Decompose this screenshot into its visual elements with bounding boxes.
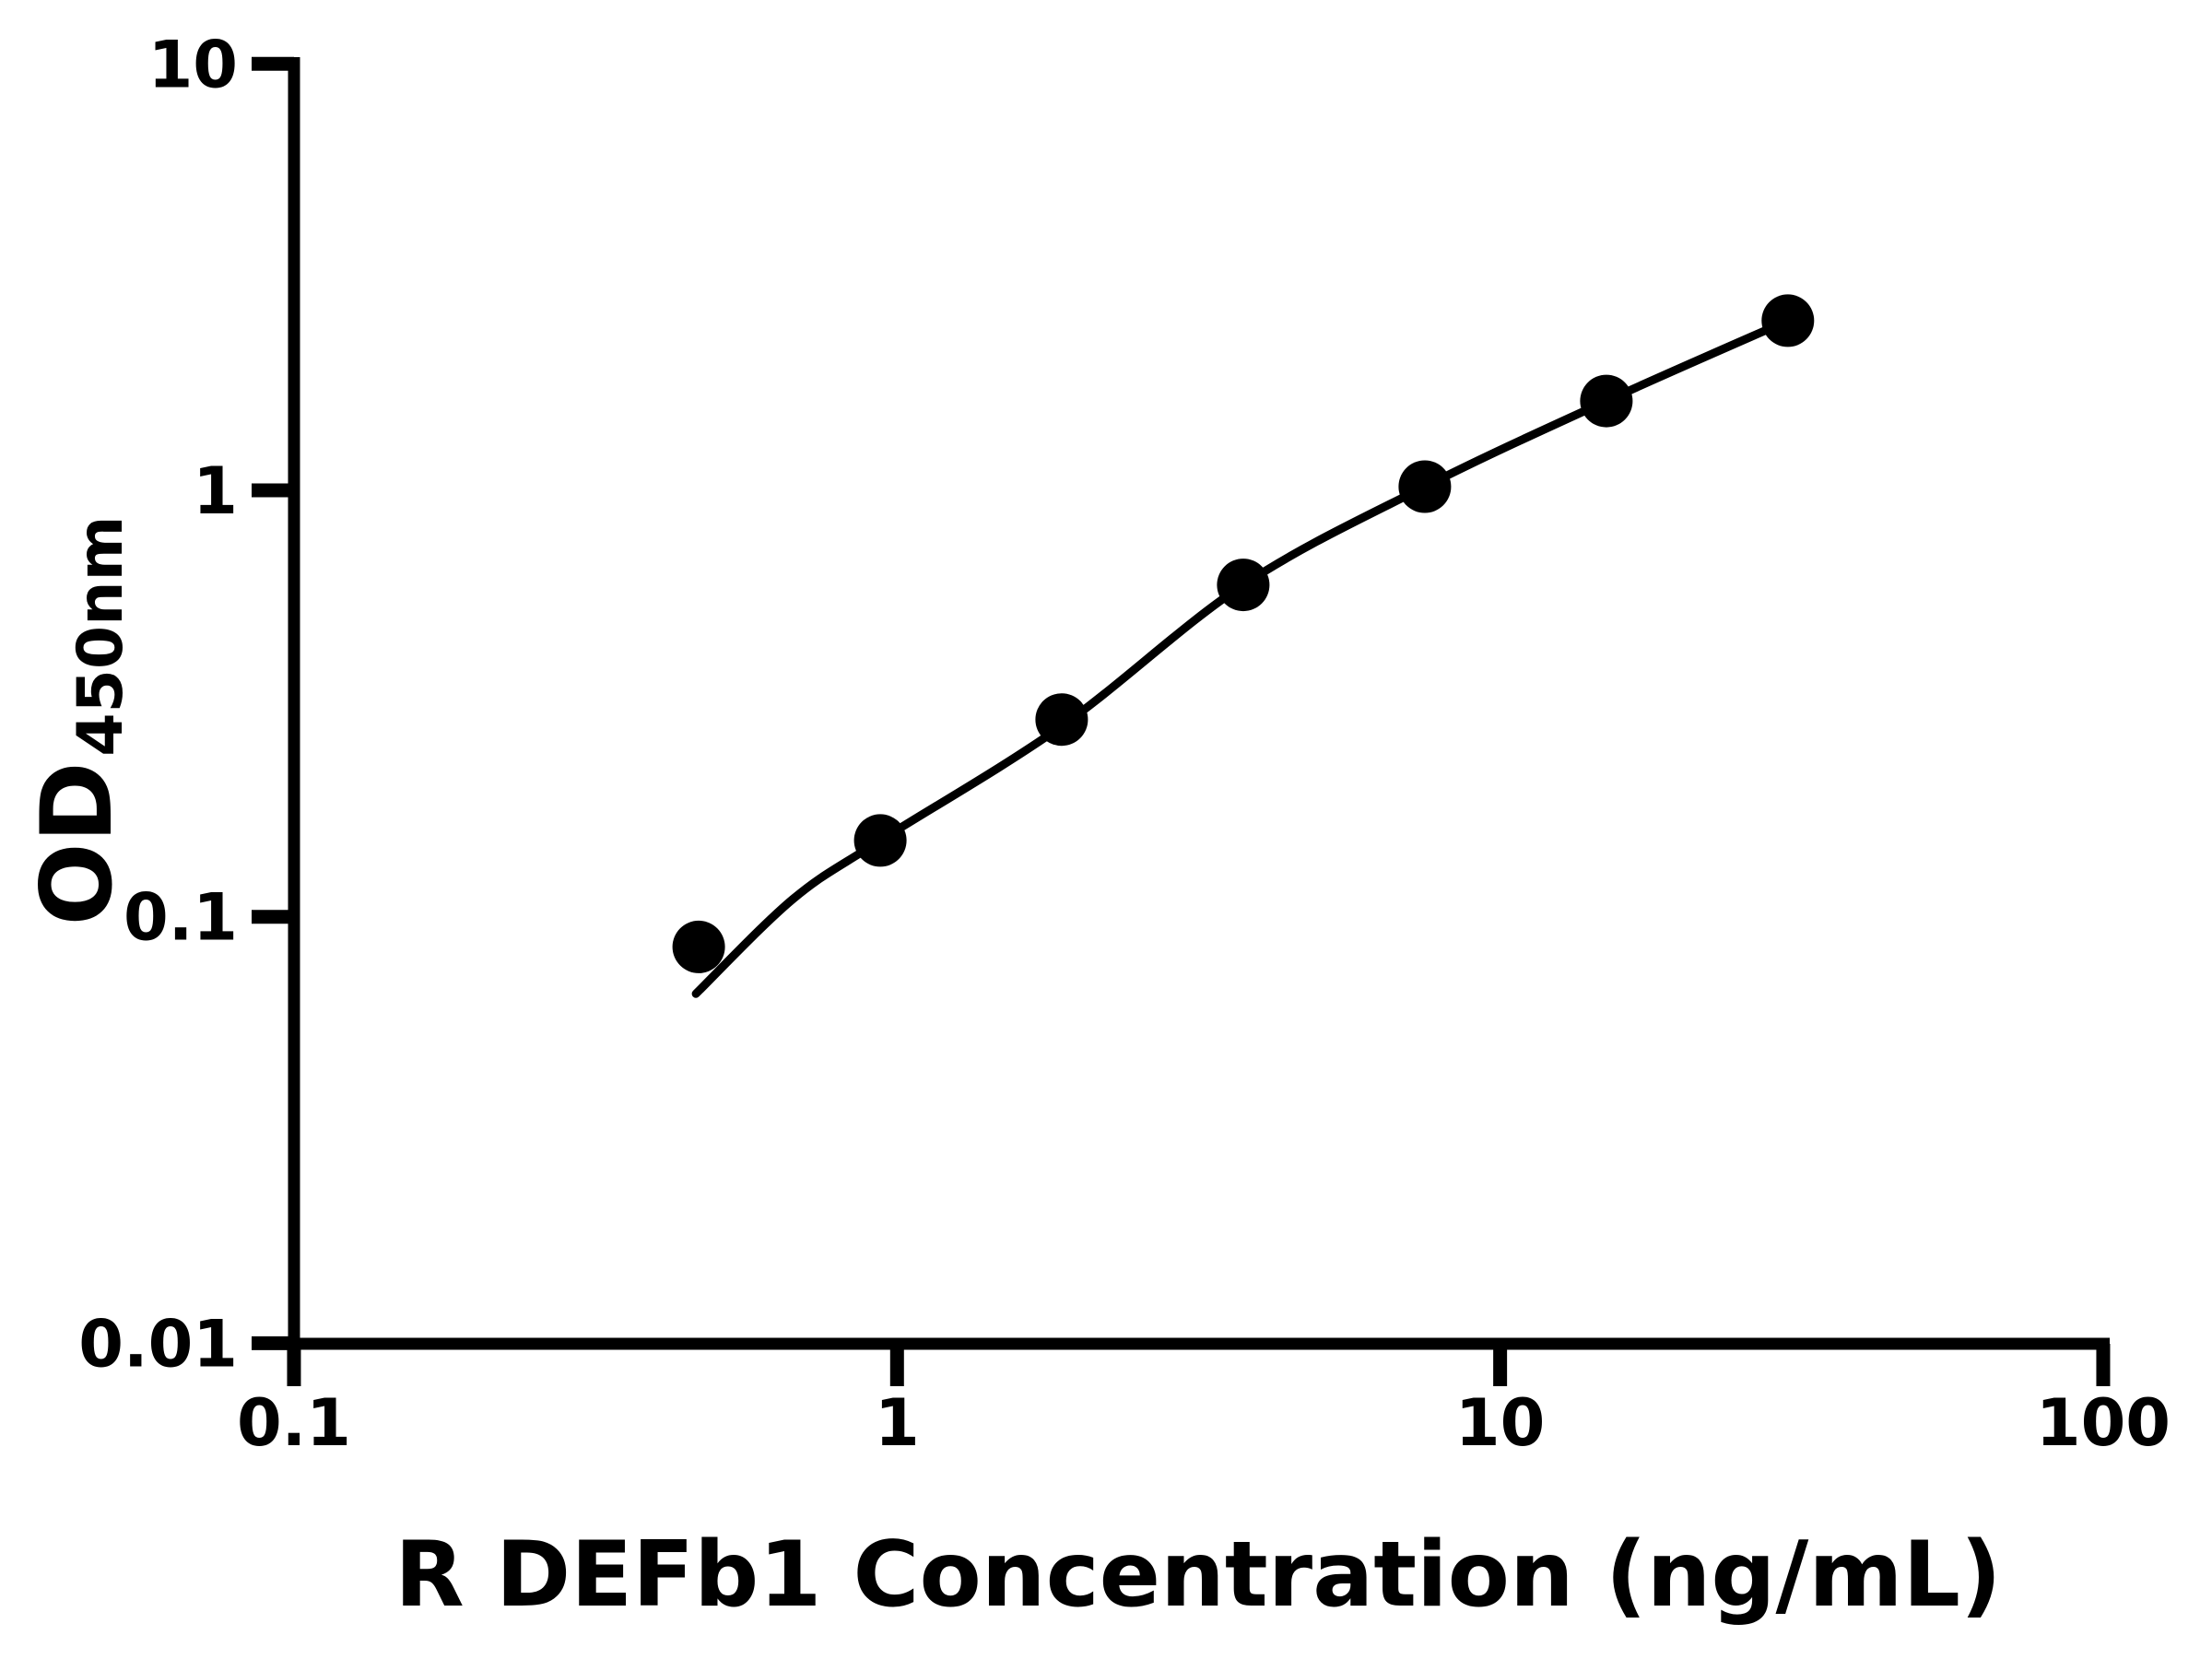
data-point [1761, 294, 1815, 347]
data-point [1217, 559, 1270, 612]
data-point [672, 920, 725, 973]
x-tick-label: 0.1 [237, 1385, 351, 1461]
y-tick-label: 0.01 [78, 1306, 238, 1382]
y-axis-ticks [252, 56, 294, 1350]
x-tick-label: 10 [1455, 1385, 1545, 1461]
x-tick-label: 100 [2036, 1385, 2171, 1461]
axes [288, 57, 2110, 1350]
y-tick-label: 1 [193, 453, 238, 529]
x-tick-label: 1 [875, 1385, 920, 1461]
data-point [1398, 460, 1452, 513]
y-tick-label: 10 [148, 27, 238, 102]
data-point [1035, 693, 1088, 747]
y-axis-title-main: OD [20, 761, 134, 925]
data-point [1580, 374, 1633, 428]
x-axis-ticks [287, 1344, 2111, 1386]
y-axis-title-subscript: 450nm [65, 516, 137, 757]
x-axis-title: R DEFb1 Concentration (ng/mL) [394, 1523, 2001, 1628]
x-axis-tick-labels: 0.1 1 10 100 [237, 1385, 2171, 1461]
y-axis-title: OD 450nm [20, 516, 137, 926]
y-tick-label: 0.1 [124, 880, 238, 956]
y-axis-tick-labels: 0.01 0.1 1 10 [78, 27, 238, 1382]
fit-curve-line [691, 316, 1793, 998]
data-points [672, 294, 1815, 973]
data-point [853, 814, 907, 867]
